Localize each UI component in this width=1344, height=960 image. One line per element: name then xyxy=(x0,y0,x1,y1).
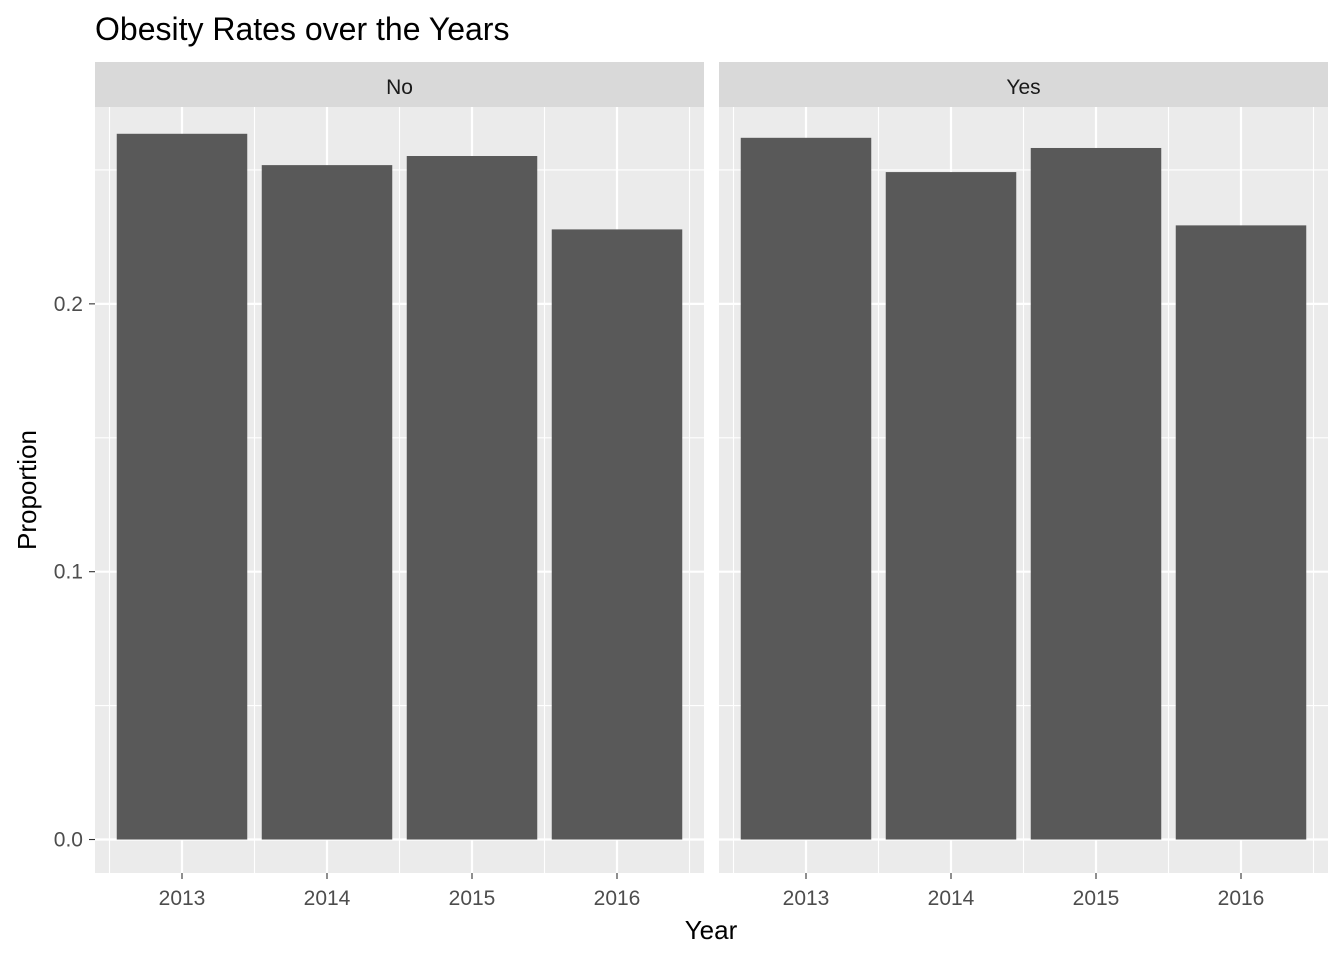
y-axis: 0.0 0.1 0.2 xyxy=(54,293,95,852)
y-axis-title: Proportion xyxy=(12,430,42,550)
facet-strip-label: No xyxy=(386,76,413,99)
facet-strip xyxy=(719,62,1328,107)
y-tick-label: 0.1 xyxy=(54,561,83,584)
chart-title: Obesity Rates over the Years xyxy=(95,11,509,47)
bar-yes-2015 xyxy=(1030,147,1162,840)
x-tick-label: 2013 xyxy=(783,887,830,910)
x-tick-label: 2013 xyxy=(159,887,206,910)
facet-strip xyxy=(95,62,704,107)
bar-yes-2016 xyxy=(1175,225,1307,840)
bar-no-2015 xyxy=(406,156,538,840)
bar-no-2016 xyxy=(551,229,683,840)
facet-panel-yes: Yes 2013 2014 2015 2016 xyxy=(719,62,1328,910)
x-tick-label: 2014 xyxy=(304,887,351,910)
x-tick-label: 2014 xyxy=(928,887,975,910)
bar-no-2013 xyxy=(116,133,248,840)
bar-no-2014 xyxy=(261,165,393,840)
x-tick-label: 2016 xyxy=(594,887,641,910)
x-axis-title: Year xyxy=(685,915,738,945)
facet-strip-label: Yes xyxy=(1006,76,1040,99)
x-tick-label: 2016 xyxy=(1218,887,1265,910)
bar-yes-2014 xyxy=(885,172,1017,840)
bar-yes-2013 xyxy=(740,137,872,840)
facet-panels: No 2013 2014 2015 2016 Yes 2013 2014 2015 2016 xyxy=(95,62,1328,910)
y-tick-label: 0.0 xyxy=(54,829,83,852)
x-tick-label: 2015 xyxy=(1073,887,1120,910)
x-tick-label: 2015 xyxy=(449,887,496,910)
facet-panel-no: No 2013 2014 2015 2016 xyxy=(95,62,704,910)
y-tick-label: 0.2 xyxy=(54,293,83,316)
